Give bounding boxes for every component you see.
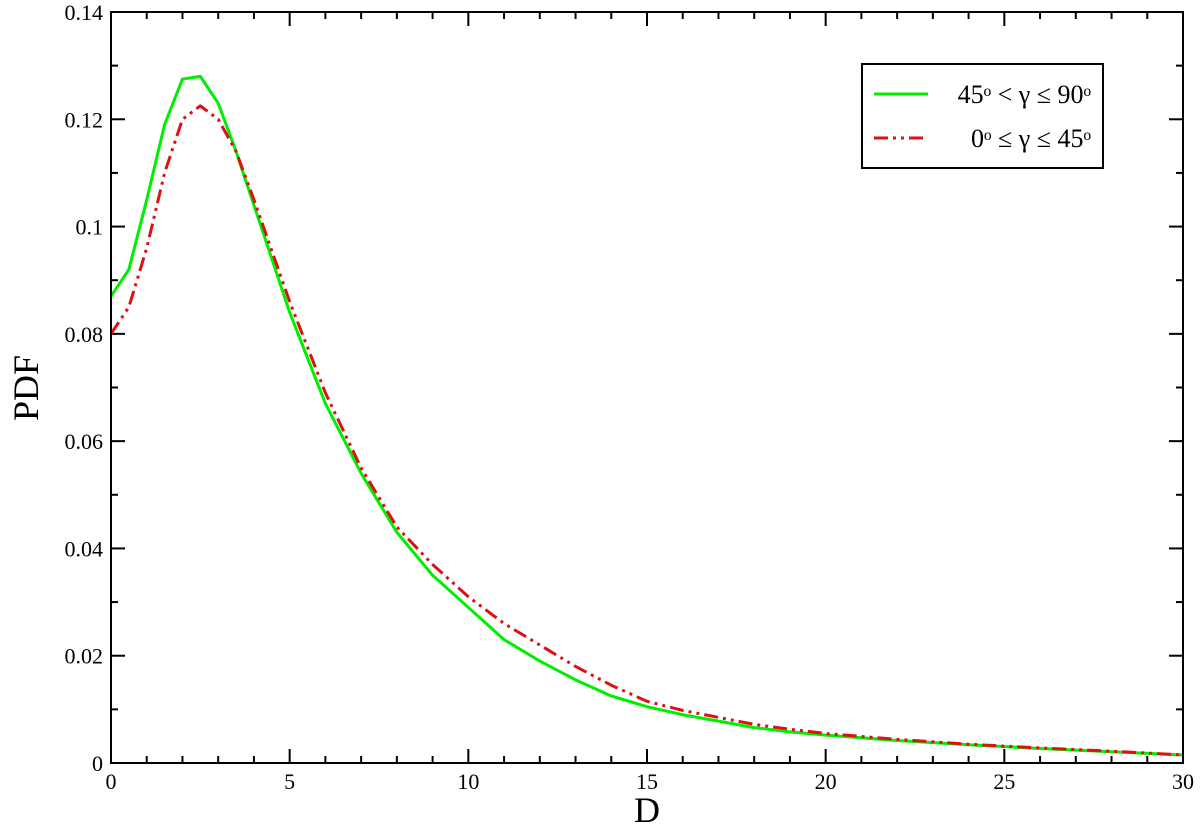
y-tick-label: 0.06 xyxy=(65,429,104,454)
legend-label: 45ᵒ < γ ≤ 90ᵒ xyxy=(958,80,1092,109)
y-axis-title: PDF xyxy=(6,355,46,421)
x-tick-label: 30 xyxy=(1172,769,1194,794)
legend-label: 0ᵒ ≤ γ ≤ 45ᵒ xyxy=(971,124,1092,153)
x-tick-label: 15 xyxy=(636,769,658,794)
series-line xyxy=(109,74,1184,757)
y-tick-label: 0 xyxy=(92,751,103,776)
x-tick-label: 10 xyxy=(457,769,479,794)
y-tick-label: 0.14 xyxy=(65,0,104,25)
y-tick-label: 0.02 xyxy=(65,644,104,669)
y-tick-label: 0.12 xyxy=(65,107,104,132)
y-tick-label: 0.04 xyxy=(65,536,104,561)
x-axis-title: D xyxy=(634,790,660,830)
x-tick-label: 20 xyxy=(815,769,837,794)
x-tick-label: 0 xyxy=(106,769,117,794)
y-tick-label: 0.1 xyxy=(76,215,104,240)
y-tick-label: 0.08 xyxy=(65,322,104,347)
x-tick-label: 25 xyxy=(993,769,1015,794)
legend-box xyxy=(861,63,1104,169)
series-line xyxy=(109,104,1184,757)
x-tick-label: 5 xyxy=(284,769,295,794)
plot-frame xyxy=(110,11,1184,764)
